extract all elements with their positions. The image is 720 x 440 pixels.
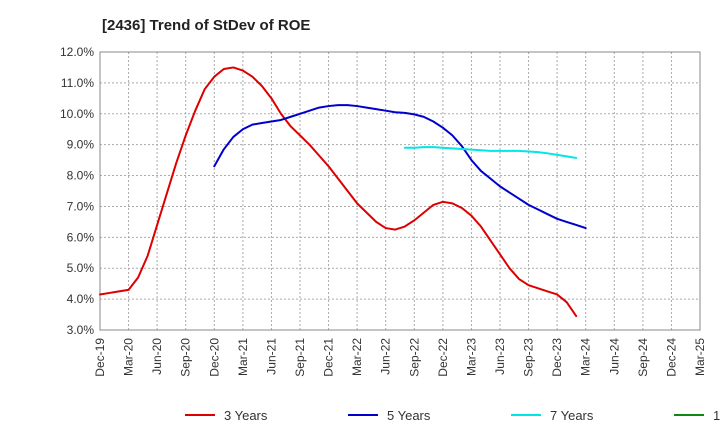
legend-label-3-years: 3 Years xyxy=(224,408,268,423)
plot-area xyxy=(99,51,701,331)
x-tick-label: Sep-20 xyxy=(179,338,193,377)
x-tick-label: Sep-21 xyxy=(293,338,307,377)
series-line-7-years xyxy=(403,146,578,159)
x-tick-label: Jun-22 xyxy=(379,338,393,375)
x-tick-label: Sep-23 xyxy=(522,338,536,377)
y-tick-label: 3.0% xyxy=(67,323,95,337)
x-tick-label: Dec-22 xyxy=(436,338,450,377)
x-tick-label: Mar-21 xyxy=(236,338,250,376)
series-line-5-years xyxy=(213,104,587,230)
y-tick-label: 11.0% xyxy=(61,76,94,90)
x-tick-label: Jun-24 xyxy=(607,338,621,375)
legend-label-5-years: 5 Years xyxy=(387,408,431,423)
x-tick-label: Dec-21 xyxy=(322,338,336,377)
legend-label-7-years: 7 Years xyxy=(550,408,594,423)
x-tick-label: Mar-23 xyxy=(464,338,478,376)
y-tick-label: 8.0% xyxy=(67,169,95,183)
x-axis: Dec-19 Mar-20 Jun-20 Sep-20 Dec-20 Mar-21 Jun-… xyxy=(93,338,707,377)
x-tick-label: Dec-23 xyxy=(550,338,564,377)
y-tick-label: 10.0% xyxy=(60,107,94,121)
series-group xyxy=(99,66,587,318)
x-tick-label: Dec-20 xyxy=(207,338,221,377)
x-tick-label: Dec-24 xyxy=(664,338,678,377)
y-tick-label: 6.0% xyxy=(67,230,95,244)
legend-label-10-years: 10 Years xyxy=(713,408,720,423)
series-line-3-years xyxy=(99,66,578,318)
x-tick-label: Mar-20 xyxy=(122,338,136,376)
y-tick-label: 5.0% xyxy=(67,261,95,275)
chart-title: [2436] Trend of StDev of ROE xyxy=(102,17,310,34)
x-tick-label: Mar-22 xyxy=(350,338,364,376)
y-tick-label: 12.0% xyxy=(60,45,94,59)
y-tick-label: 9.0% xyxy=(67,138,95,152)
x-tick-label: Mar-25 xyxy=(693,338,707,376)
x-tick-label: Mar-24 xyxy=(579,338,593,376)
y-tick-label: 4.0% xyxy=(67,292,95,306)
x-tick-label: Sep-24 xyxy=(636,338,650,377)
y-tick-label: 7.0% xyxy=(67,199,95,213)
legend: 3 Years 5 Years 7 Years 10 Years xyxy=(185,408,720,423)
x-tick-label: Dec-19 xyxy=(93,338,107,377)
x-tick-label: Jun-23 xyxy=(493,338,507,375)
x-tick-label: Jun-20 xyxy=(150,338,164,375)
x-tick-label: Sep-22 xyxy=(407,338,421,377)
grid xyxy=(99,51,701,331)
x-tick-label: Jun-21 xyxy=(264,338,278,375)
y-axis: 3.0% 4.0% 5.0% 6.0% 7.0% 8.0% 9.0% 10.0% 11.0% 12… xyxy=(60,45,94,337)
